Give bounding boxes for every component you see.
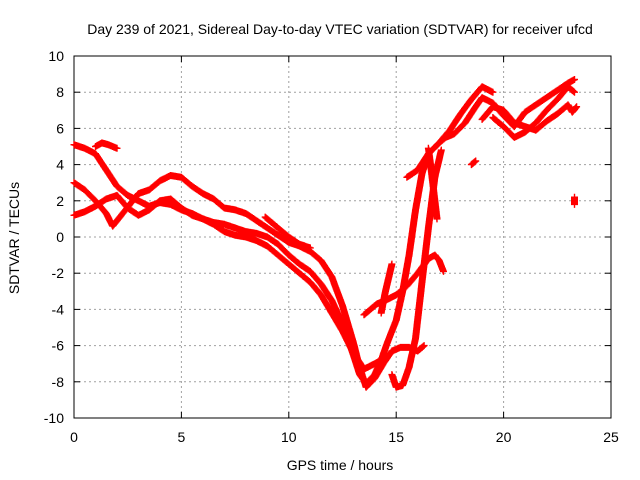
series-markers [377,260,396,317]
series-track-3 [70,141,385,373]
series-track-7 [377,260,396,317]
y-tick-label: -4 [52,301,65,317]
x-tick-label: 10 [281,429,297,445]
series-track-13 [571,193,578,208]
series-markers [489,83,578,141]
series-track-6 [360,251,447,319]
series-markers [478,101,581,134]
series-markers [360,251,447,319]
series-track-10 [467,157,480,169]
x-tick-label: 15 [388,429,404,445]
x-tick-label: 20 [496,429,512,445]
series-markers [424,144,441,223]
y-tick-label: 2 [56,193,64,209]
x-tick-label: 0 [70,429,78,445]
y-tick-label: 10 [48,48,64,64]
series-track-4 [92,139,121,152]
series-markers [467,157,480,169]
series-markers [70,141,385,373]
y-tick-label: 4 [56,157,64,173]
series-track-11 [478,101,581,134]
axis-ticks [73,55,612,419]
x-tick-labels: 0 5 10 15 20 25 [70,429,619,445]
y-tick-label: -8 [52,374,65,390]
series-markers [571,193,578,208]
chart-title: Day 239 of 2021, Sidereal Day-to-day VTE… [87,21,593,37]
y-tick-label: 8 [56,84,64,100]
y-tick-label: -10 [44,410,64,426]
data-points [70,76,581,391]
x-tick-label: 5 [178,429,186,445]
x-tick-label: 25 [603,429,619,445]
y-tick-label: -6 [52,338,65,354]
series-markers [261,213,314,252]
y-tick-label: -2 [52,265,65,281]
y-tick-label: 6 [56,120,64,136]
series-track-12 [489,83,578,141]
y-tick-label: 0 [56,229,64,245]
y-axis-label: SDTVAR / TECUs [6,182,22,294]
y-tick-labels: -10 -8 -6 -4 -2 0 2 4 6 8 10 [44,48,64,426]
series-track-5 [261,213,314,252]
series-track-14 [424,144,441,223]
series-markers [92,139,121,152]
x-axis-label: GPS time / hours [287,457,394,473]
